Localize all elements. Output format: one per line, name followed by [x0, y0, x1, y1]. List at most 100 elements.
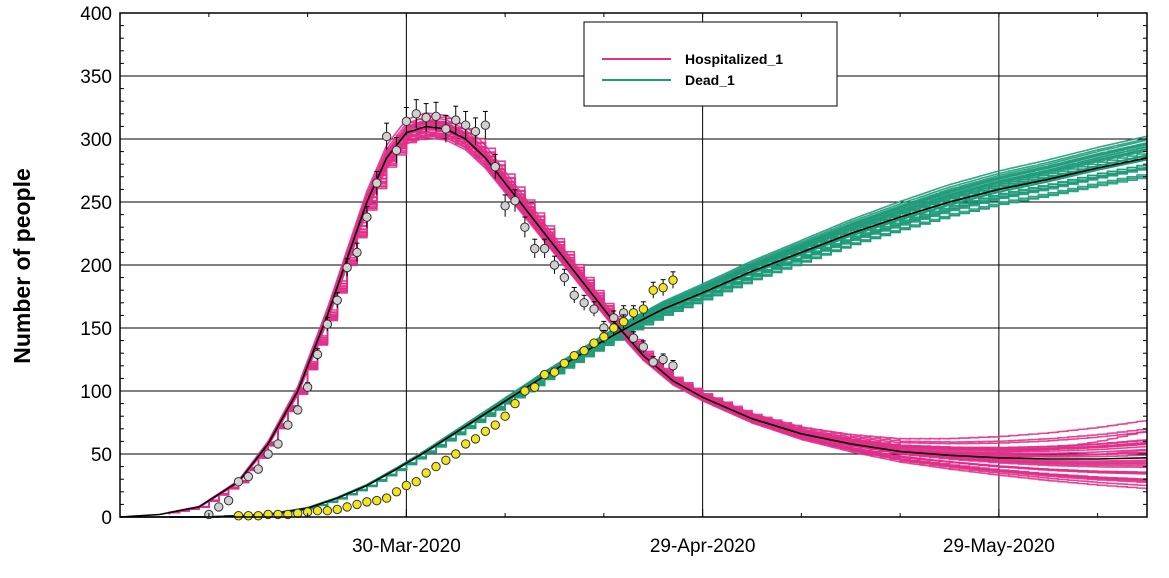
data-point-dead: [243, 511, 254, 521]
data-point-dead: [421, 468, 431, 478]
data-point-hospitalized: [283, 420, 293, 430]
data-point-hospitalized: [342, 262, 352, 273]
data-point-hospitalized: [293, 405, 303, 415]
data-point-hospitalized: [559, 272, 570, 283]
data-point-hospitalized: [411, 109, 421, 119]
data-point-dead: [618, 317, 629, 327]
data-point-dead: [559, 358, 570, 368]
data-point-hospitalized: [223, 495, 234, 506]
y-tick-label: 0: [101, 508, 112, 529]
data-point-dead: [352, 499, 362, 510]
data-point-dead: [569, 351, 579, 361]
data-point-hospitalized: [500, 201, 510, 211]
y-tick-label: 250: [80, 193, 112, 214]
ensemble-line-dead: [169, 164, 1148, 518]
data-point-dead: [391, 487, 402, 497]
data-point-hospitalized: [381, 131, 392, 142]
observed-points: [204, 99, 678, 521]
data-point-hospitalized: [490, 162, 500, 172]
y-ticks: 0 50 100 150 200 250 300 350 400: [80, 4, 1147, 529]
y-tick-label: 350: [80, 67, 112, 88]
data-point-hospitalized: [451, 115, 461, 125]
data-point-hospitalized: [372, 178, 382, 188]
data-point-dead: [648, 285, 658, 295]
data-point-hospitalized: [460, 120, 471, 130]
data-point-hospitalized: [589, 304, 599, 314]
y-tick-label: 50: [91, 445, 112, 466]
data-point-dead: [589, 338, 599, 348]
legend-label-hospitalized: Hospitalized_1: [685, 51, 783, 67]
data-point-hospitalized: [510, 196, 520, 206]
data-point-dead: [628, 308, 639, 318]
data-point-hospitalized: [421, 112, 431, 123]
data-point-dead: [668, 275, 678, 285]
data-point-dead: [579, 345, 589, 356]
data-point-hospitalized: [579, 298, 589, 308]
data-point-hospitalized: [609, 313, 619, 323]
data-point-dead: [322, 506, 333, 516]
x-ticks: 30-Mar-2020 29-Apr-2020 29-May-2020: [208, 13, 1099, 557]
data-point-hospitalized: [273, 439, 283, 449]
y-axis-title: Number of people: [9, 168, 35, 364]
data-point-hospitalized: [243, 471, 254, 482]
legend: Hospitalized_1 Dead_1: [583, 21, 838, 107]
data-point-hospitalized: [470, 126, 481, 137]
data-point-hospitalized: [658, 354, 668, 365]
x-tick-label: 30-Mar-2020: [352, 536, 461, 557]
data-point-hospitalized: [253, 464, 263, 474]
data-point-dead: [658, 282, 668, 293]
data-point-hospitalized: [322, 319, 333, 329]
data-point-hospitalized: [352, 247, 362, 258]
data-point-hospitalized: [233, 477, 244, 487]
fit-line-dead: [120, 157, 1148, 518]
data-point-hospitalized: [549, 260, 560, 270]
data-point-dead: [293, 508, 303, 518]
data-point-hospitalized: [530, 243, 540, 254]
y-tick-label: 300: [80, 130, 112, 151]
data-point-hospitalized: [668, 361, 678, 371]
legend-label-dead: Dead_1: [685, 72, 735, 88]
data-point-dead: [599, 332, 609, 342]
data-point-hospitalized: [391, 145, 402, 156]
data-point-dead: [431, 461, 441, 472]
data-point-hospitalized: [362, 212, 372, 222]
data-point-dead: [312, 506, 323, 516]
data-point-dead: [520, 386, 530, 396]
data-point-dead: [609, 323, 619, 333]
data-point-dead: [411, 477, 421, 487]
data-point-hospitalized: [441, 124, 451, 134]
data-point-hospitalized: [648, 357, 658, 367]
y-tick-label: 400: [80, 4, 112, 25]
data-point-dead: [460, 439, 471, 449]
data-point-hospitalized: [431, 111, 441, 122]
data-point-dead: [539, 369, 550, 380]
x-tick-label: 29-Apr-2020: [650, 536, 756, 557]
data-point-hospitalized: [628, 333, 639, 343]
data-point-dead: [500, 411, 510, 421]
data-point-dead: [490, 420, 500, 430]
data-point-dead: [451, 449, 461, 459]
data-point-dead: [233, 511, 244, 521]
y-tick-label: 150: [80, 319, 112, 340]
data-point-dead: [342, 502, 352, 512]
data-point-hospitalized: [263, 449, 273, 459]
data-point-hospitalized: [401, 116, 412, 127]
data-point-dead: [510, 398, 520, 409]
y-tick-label: 100: [80, 382, 112, 403]
y-tick-label: 200: [80, 256, 112, 277]
data-point-dead: [253, 511, 263, 521]
data-point-dead: [530, 382, 540, 392]
data-point-dead: [401, 480, 412, 491]
data-point-dead: [480, 426, 491, 437]
data-point-dead: [470, 434, 481, 444]
data-point-dead: [362, 497, 372, 507]
data-point-hospitalized: [539, 243, 550, 254]
data-point-hospitalized: [302, 382, 313, 392]
x-tick-label: 29-May-2020: [943, 536, 1055, 557]
legend-box: [583, 21, 838, 107]
data-point-hospitalized: [638, 342, 649, 352]
ensemble-line-hospitalized: [169, 131, 1147, 514]
data-point-hospitalized: [480, 120, 491, 130]
data-point-hospitalized: [520, 222, 530, 232]
